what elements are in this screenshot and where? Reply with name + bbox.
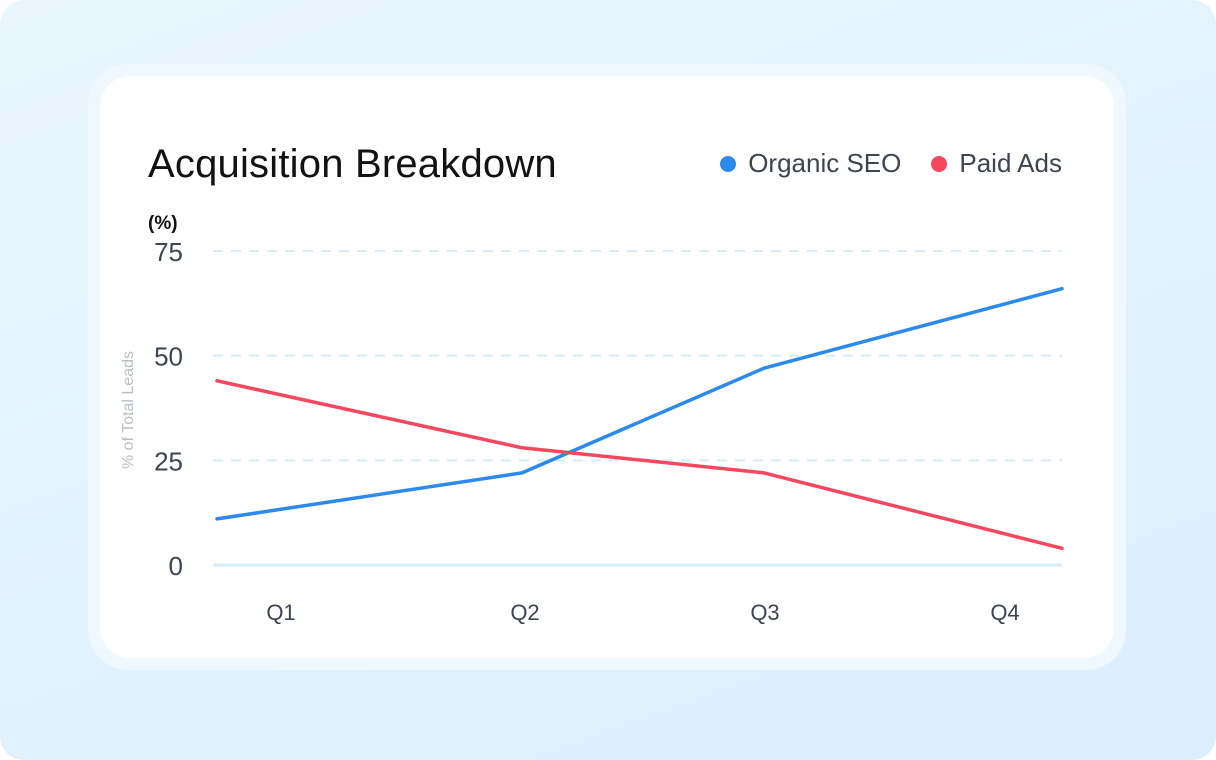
legend-label: Organic SEO — [748, 148, 902, 178]
y-tick-label: 25 — [154, 446, 183, 476]
x-tick-label: Q2 — [510, 600, 539, 625]
y-tick-label: 75 — [154, 237, 183, 267]
data-point — [215, 517, 219, 521]
x-tick-label: Q3 — [750, 600, 779, 625]
data-point — [762, 366, 766, 370]
series-line-organic-seo — [215, 286, 1064, 521]
data-point — [762, 471, 766, 475]
data-point — [1060, 546, 1064, 550]
y-axis-unit: (%) — [148, 213, 178, 234]
data-point — [215, 379, 219, 383]
legend-item-organic-seo[interactable]: Organic SEO — [720, 148, 901, 179]
x-tick-label: Q4 — [990, 600, 1019, 625]
chart-card — [100, 76, 1114, 658]
x-tick-label: Q1 — [266, 600, 295, 625]
legend-dot-icon — [931, 155, 948, 172]
data-point — [520, 471, 524, 475]
y-axis-label: % of Total Leads — [120, 351, 137, 469]
legend-label: Paid Ads — [959, 148, 1062, 178]
legend-item-paid-ads[interactable]: Paid Ads — [931, 148, 1062, 179]
data-point — [520, 446, 524, 450]
legend-dot-icon — [720, 155, 737, 172]
chart-legend: Organic SEO Paid Ads — [720, 148, 1062, 179]
y-tick-label: 0 — [169, 551, 183, 581]
series-line-paid-ads — [215, 379, 1064, 551]
data-point — [1060, 287, 1064, 291]
chart-title: Acquisition Breakdown — [148, 142, 557, 186]
y-tick-label: 50 — [154, 342, 183, 372]
